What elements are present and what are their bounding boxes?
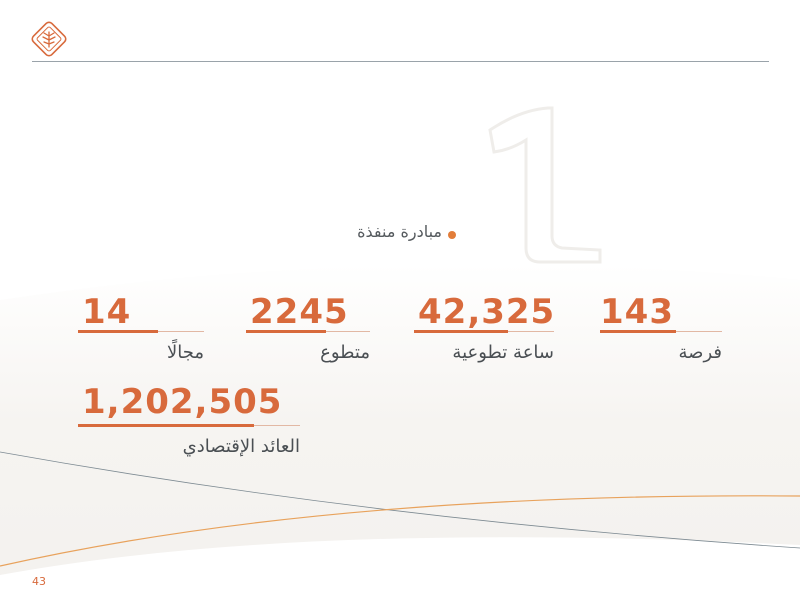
stat-label: متطوع [320,342,370,363]
stat-underline-accent [246,330,326,333]
header-divider [32,61,769,62]
stat-underline-accent [78,330,158,333]
stat-label: ساعة تطوعية [452,342,554,363]
stat-value: 42,325 [418,292,556,332]
stat-value: 1,202,505 [82,382,283,422]
orange-curve [0,495,800,567]
page-number: 43 [32,575,46,588]
watermark-numeral [488,106,602,264]
stat-label: فرصة [678,342,722,363]
stat-value: 143 [600,292,674,332]
stat-label: مجالًا [166,342,204,363]
initiative-caption: مبادرة منفذة [357,222,456,241]
initiative-label: مبادرة منفذة [357,222,442,241]
stat-value: 14 [82,292,132,332]
stat-underline-accent [600,330,676,333]
stat-underline-accent [414,330,508,333]
bullet-dot [448,230,456,239]
stat-underline-accent [78,424,254,427]
stat-label: العائد الإقتصادي [182,436,300,457]
palm-leaf-logo-icon [31,21,67,57]
stat-value: 2245 [250,292,349,332]
